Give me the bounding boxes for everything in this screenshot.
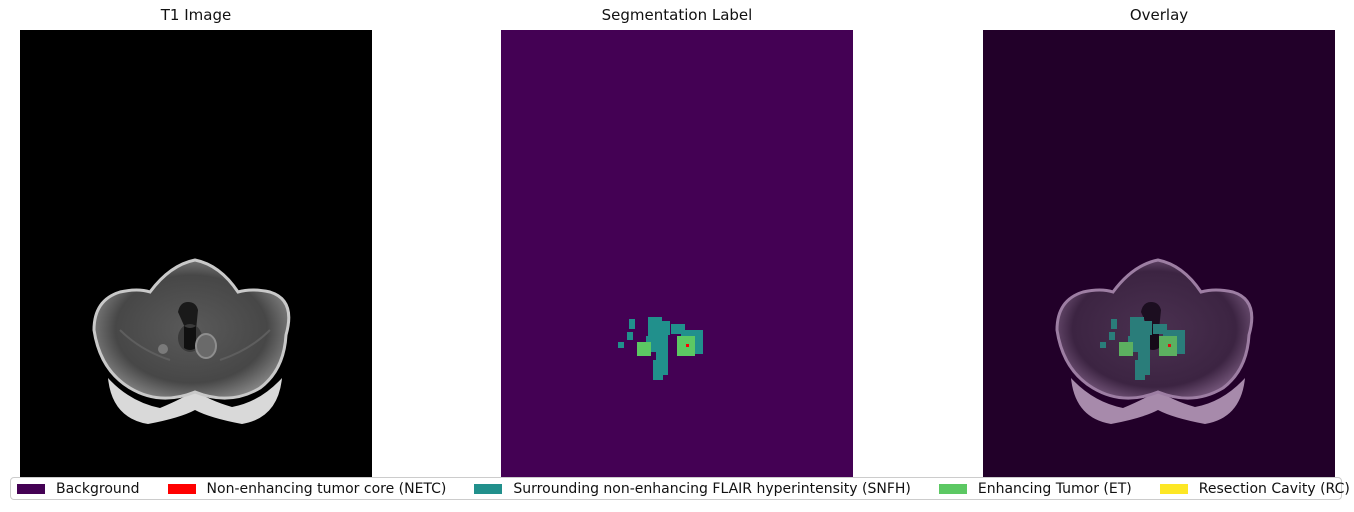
overlay-netc-region — [1168, 344, 1171, 347]
legend-swatch — [474, 483, 503, 494]
legend-label: Background — [56, 480, 140, 497]
legend-swatch — [1159, 483, 1188, 494]
legend-swatch — [938, 483, 967, 494]
segmentation-background — [501, 30, 853, 477]
legend-item-background: Background — [17, 481, 140, 497]
segmentation-label-title: Segmentation Label — [601, 6, 753, 24]
legend-item-snfh: Surrounding non-enhancing FLAIR hyperint… — [474, 480, 911, 497]
overlay-snfh-region — [1100, 317, 1185, 380]
legend-swatch — [167, 483, 196, 494]
overlay-image — [983, 30, 1335, 477]
brain-slice — [92, 258, 291, 424]
legend-item-et: Enhancing Tumor (ET) — [938, 480, 1132, 497]
legend-label: Non-enhancing tumor core (NETC) — [206, 480, 447, 497]
netc-region — [686, 344, 689, 347]
legend-label: Enhancing Tumor (ET) — [977, 480, 1132, 497]
legend-item-rc: Resection Cavity (RC) — [1159, 480, 1350, 497]
legend: Background Non-enhancing tumor core (NET… — [10, 477, 1350, 500]
t1-image-title: T1 Image — [160, 6, 232, 24]
legend-swatch — [17, 483, 45, 494]
segmentation-label-image — [501, 30, 853, 477]
t1-image — [20, 30, 372, 477]
legend-label: Surrounding non-enhancing FLAIR hyperint… — [513, 480, 911, 497]
legend-item-netc: Non-enhancing tumor core (NETC) — [167, 480, 447, 497]
legend-label: Resection Cavity (RC) — [1198, 480, 1350, 497]
overlay-title: Overlay — [1129, 6, 1189, 24]
